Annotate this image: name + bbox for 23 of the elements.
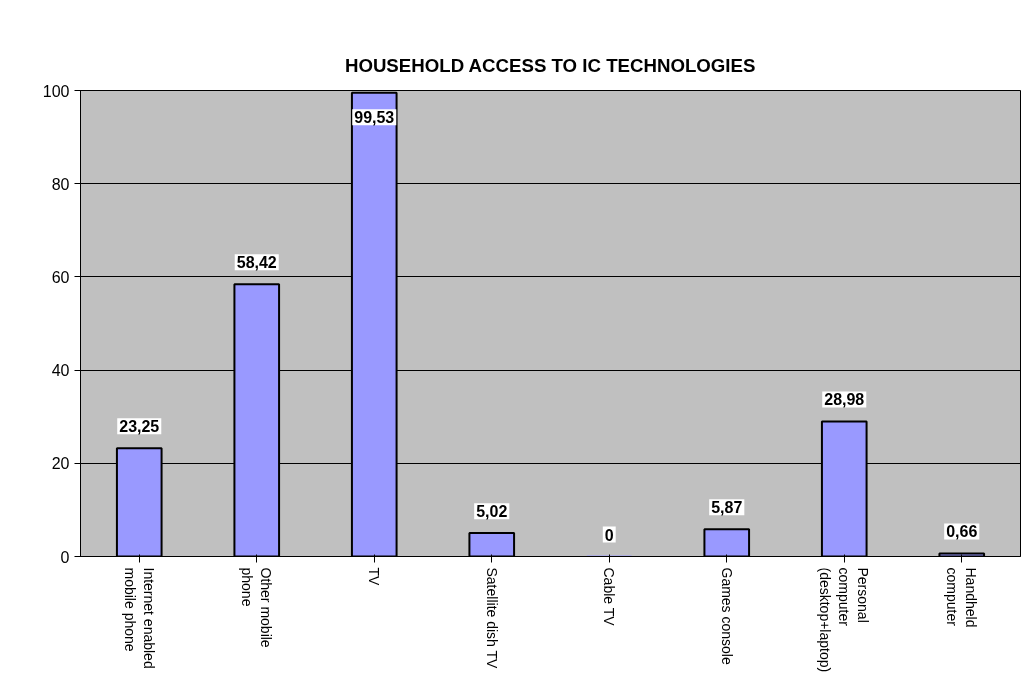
x-tick-label: Personal computer (desktop+laptop) [817, 567, 872, 673]
x-tick-label: TV [366, 567, 383, 587]
x-tick-label: Internet enabled mobile phone [121, 567, 157, 669]
data-label: 5,02 [476, 503, 508, 521]
y-tick-label: 0 [60, 548, 70, 566]
y-tick-label: 40 [51, 362, 70, 380]
x-tick-label: Other mobile phone [239, 567, 275, 648]
x-tick-label: Cable TV [601, 567, 618, 627]
x-tick-label: Satellite dish TV [483, 567, 500, 670]
data-label: 23,25 [119, 418, 160, 436]
data-label: 0 [604, 526, 614, 544]
x-tick-label: Games console [718, 567, 735, 665]
chart-title: HOUSEHOLD ACCESS TO IC TECHNOLOGIES [344, 54, 756, 76]
y-tick-label: 80 [51, 175, 70, 193]
data-label: 28,98 [824, 391, 865, 409]
y-tick-label: 100 [42, 82, 70, 100]
y-tick-label: 20 [51, 455, 70, 473]
y-tick-label: 60 [51, 268, 70, 286]
data-label: 99,53 [354, 109, 395, 127]
data-label: 58,42 [236, 254, 277, 272]
x-tick-label: Handheld computer [944, 567, 980, 628]
data-label: 5,87 [711, 499, 743, 517]
data-label: 0,66 [946, 523, 978, 541]
